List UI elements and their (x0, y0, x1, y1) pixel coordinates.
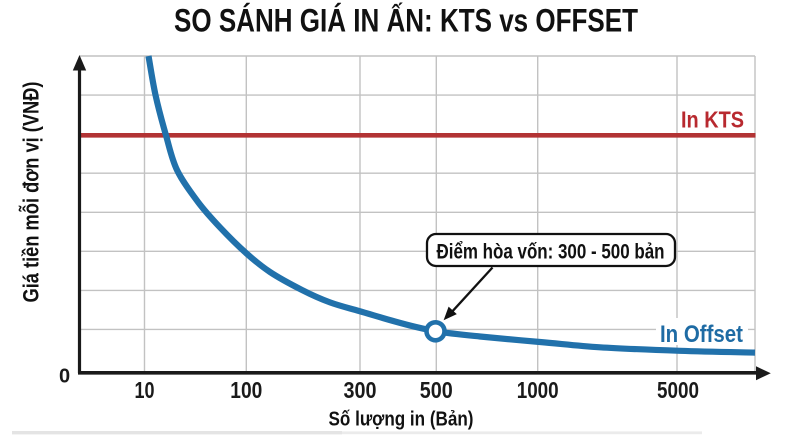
svg-text:300: 300 (344, 377, 377, 403)
svg-text:Điểm hòa vốn: 300 - 500 bản: Điểm hòa vốn: 300 - 500 bản (437, 240, 665, 264)
svg-text:100: 100 (230, 377, 262, 403)
svg-text:In Offset: In Offset (660, 321, 743, 348)
svg-text:1000: 1000 (517, 377, 559, 403)
svg-text:In KTS: In KTS (681, 107, 744, 133)
svg-text:Giá tiền mỗi đơn vị (VNĐ): Giá tiền mỗi đơn vị (VNĐ) (19, 82, 44, 303)
svg-text:0: 0 (59, 366, 70, 388)
svg-text:500: 500 (420, 377, 453, 403)
svg-text:SO SÁNH GIÁ IN ẤN: KTS vs OFFS: SO SÁNH GIÁ IN ẤN: KTS vs OFFSET (174, 2, 638, 39)
svg-text:5000: 5000 (657, 377, 699, 403)
svg-text:10: 10 (135, 377, 155, 403)
svg-text:Số lượng in (Bản): Số lượng in (Bản) (329, 408, 474, 431)
